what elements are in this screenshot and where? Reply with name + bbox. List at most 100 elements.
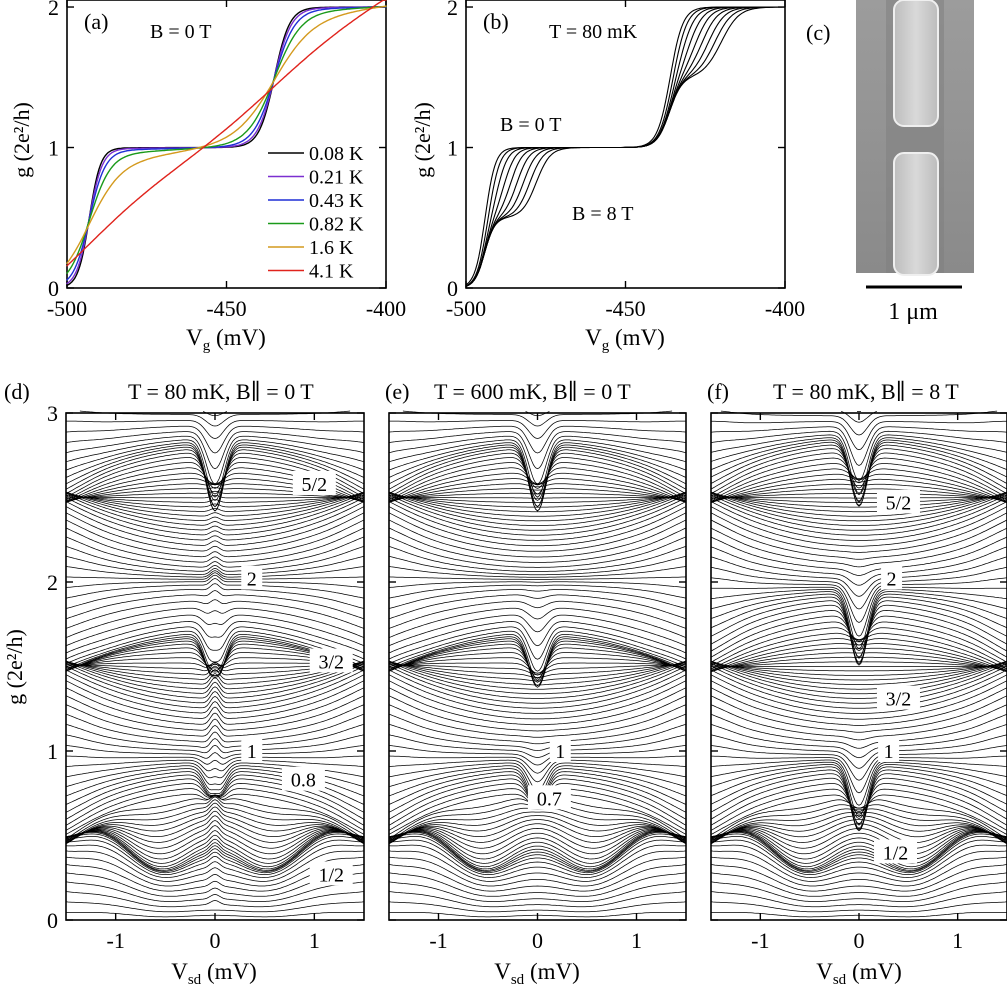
bias-trace (65, 833, 365, 872)
panel-d: -1 0 1 0 1 2 3 5/2 2 3/2 1 0.8 1/2 (d) T = 80 mK, B… (2, 379, 365, 988)
panel-b-xlabel: Vg (mV) (585, 325, 665, 354)
bias-trace (389, 839, 686, 875)
bias-trace (388, 811, 687, 845)
bias-trace (710, 799, 1007, 840)
bias-trace (65, 512, 365, 552)
bias-trace (710, 501, 1007, 541)
panel-d-ticks: -1 0 1 0 1 2 3 (47, 401, 364, 953)
plateau-label: 0.8 (291, 770, 316, 792)
bias-trace (65, 501, 365, 541)
bias-trace (710, 856, 1007, 887)
bias-trace (710, 830, 1007, 864)
panel-f-title: T = 80 mK, B∥ = 8 T (773, 379, 959, 404)
bias-trace (388, 501, 687, 541)
bias-trace (710, 600, 1007, 663)
bias-trace (388, 566, 687, 578)
bias-trace (710, 437, 1007, 503)
panel-f-plateau-labels: 5/2 2 3/2 1 1/2 (874, 489, 920, 864)
bias-trace (65, 832, 365, 871)
bias-trace (388, 652, 687, 676)
panel-d-plateau-labels: 5/2 2 3/2 1 0.8 1/2 (241, 470, 353, 886)
legend-label: 1.6 K (309, 237, 354, 259)
bias-trace (65, 704, 365, 737)
bias-trace (388, 680, 687, 720)
bias-trace (710, 831, 1007, 870)
panel-a-annotation: B = 0 T (150, 21, 211, 43)
bias-trace (388, 483, 687, 503)
panel-e-plateau-labels: 10.7 (527, 738, 571, 810)
bias-trace (388, 815, 687, 845)
panel-f-xtick-label: 1 (952, 928, 963, 953)
bias-trace (710, 596, 1007, 666)
bias-trace (65, 734, 365, 754)
bias-trace (65, 536, 365, 568)
bias-trace (388, 832, 687, 871)
bias-trace (388, 442, 687, 507)
bias-trace (79, 410, 351, 427)
plateau-label: 3/2 (318, 651, 344, 673)
bias-trace (710, 832, 1007, 871)
bias-trace (388, 663, 687, 699)
bias-trace (65, 825, 365, 855)
bias-trace (710, 662, 1007, 676)
bias-trace (710, 687, 1007, 726)
series-line-16K (66, 5, 387, 264)
bias-trace (710, 483, 1007, 503)
bias-trace (65, 815, 365, 843)
bias-trace (65, 599, 365, 629)
plateau-label: 1 (884, 741, 894, 763)
panel-e-traces (388, 410, 687, 918)
plateau-label-box (281, 766, 325, 791)
bias-trace (710, 426, 1007, 466)
field-trace (465, 6, 786, 287)
legend-label: 0.08 K (309, 143, 364, 165)
bias-trace (710, 773, 1007, 829)
plateau-label-box (241, 565, 263, 590)
bias-trace (388, 661, 687, 695)
bias-trace (710, 656, 1007, 671)
bias-trace (710, 478, 1007, 503)
panel-d-xlabel: Vsd (mV) (171, 959, 257, 988)
bias-trace (402, 410, 673, 427)
bias-trace (388, 657, 687, 674)
bias-trace (710, 764, 1007, 826)
bias-trace (388, 647, 687, 679)
bias-trace (65, 442, 365, 507)
bias-trace (710, 663, 1007, 699)
bias-trace (710, 638, 1007, 672)
bias-trace (65, 810, 365, 844)
bias-trace (388, 581, 687, 588)
panel-f: -1 0 1 5/2 2 3/2 1 1/2 (f) T = 80 mK, B∥ = 8 T… (707, 379, 1007, 988)
bias-trace (710, 457, 1007, 498)
bias-trace (710, 627, 1007, 667)
plateau-label-box (527, 785, 571, 810)
bias-trace (65, 799, 365, 844)
bias-trace (710, 759, 1007, 806)
panel-d-ytick-label: 2 (47, 570, 58, 595)
bias-trace (388, 872, 687, 897)
bias-trace (711, 755, 1007, 794)
bias-trace (388, 634, 687, 681)
panel-b-field-eight: B = 8 T (572, 203, 633, 225)
bias-trace (65, 452, 365, 501)
plateau-label-box (549, 738, 571, 762)
bias-trace (65, 435, 365, 485)
bias-trace (65, 583, 365, 609)
bias-trace (388, 881, 687, 902)
legend-label: 4.1 K (309, 261, 354, 283)
bias-trace (65, 574, 365, 588)
bias-trace (710, 850, 1007, 882)
bias-trace (710, 615, 1007, 658)
bias-trace (65, 793, 365, 835)
bias-trace (388, 819, 687, 844)
bias-trace (710, 492, 1007, 513)
bias-trace (65, 660, 365, 685)
bias-trace (388, 555, 687, 576)
bias-trace (710, 593, 1007, 665)
bias-trace (710, 430, 1007, 481)
bias-trace (710, 777, 1007, 825)
bias-trace (65, 695, 365, 731)
bias-trace (710, 519, 1007, 560)
field-trace (465, 6, 786, 287)
